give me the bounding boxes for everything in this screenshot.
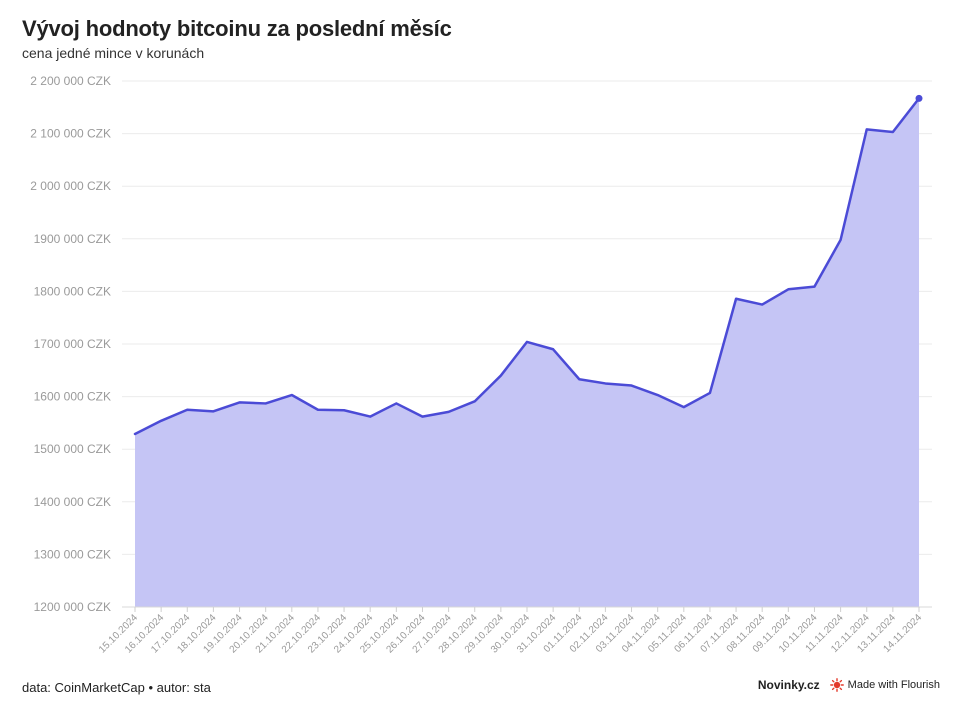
y-tick-label: 1600 000 CZK — [34, 390, 111, 404]
flourish-credit[interactable]: Made with Flourish — [829, 678, 940, 692]
series-area — [135, 98, 919, 607]
data-point — [839, 238, 843, 242]
y-tick-label: 1900 000 CZK — [34, 232, 111, 246]
footer-branding: Novinky.cz Made with Flourish — [758, 678, 940, 692]
x-axis-labels: 15.10.202416.10.202417.10.202418.10.2024… — [97, 607, 924, 656]
data-point — [551, 347, 555, 351]
data-point — [891, 130, 895, 134]
brand-logo[interactable]: Novinky.cz — [757, 678, 820, 692]
data-point — [368, 415, 372, 419]
data-point — [708, 391, 712, 395]
y-tick-label: 1800 000 CZK — [34, 284, 111, 298]
chart-title: Vývoj hodnoty bitcoinu za poslední měsíc — [22, 16, 452, 41]
data-point — [786, 287, 790, 291]
y-tick-label: 1300 000 CZK — [34, 547, 111, 561]
data-point — [473, 399, 477, 403]
y-tick-label: 1500 000 CZK — [34, 442, 111, 456]
data-point — [211, 409, 215, 413]
data-point — [290, 393, 294, 397]
data-point — [185, 408, 189, 412]
data-point — [316, 408, 320, 412]
data-point — [420, 415, 424, 419]
data-point — [499, 374, 503, 378]
data-point — [734, 297, 738, 301]
chart-subtitle: cena jedné mince v korunách — [22, 45, 205, 61]
data-point — [760, 303, 764, 307]
data-point — [394, 401, 398, 405]
data-points — [133, 94, 923, 436]
data-point — [342, 408, 346, 412]
data-point — [238, 400, 242, 404]
y-tick-label: 1400 000 CZK — [34, 495, 111, 509]
data-point — [656, 393, 660, 397]
data-point — [682, 405, 686, 409]
data-point — [159, 419, 163, 423]
data-point — [133, 432, 137, 436]
y-tick-label: 2 200 000 CZK — [30, 74, 111, 88]
data-point — [525, 340, 529, 344]
flourish-icon — [829, 678, 844, 692]
data-point — [577, 377, 581, 381]
data-point — [603, 381, 607, 385]
y-axis-labels: 2 200 000 CZK 2 100 000 CZK 2 000 000 CZK 1… — [30, 74, 111, 614]
last-data-point — [915, 94, 923, 102]
source-credit: data: CoinMarketCap • autor: sta — [22, 680, 211, 695]
y-tick-label: 2 000 000 CZK — [30, 179, 111, 193]
data-point — [865, 127, 869, 131]
data-point — [264, 401, 268, 405]
data-point — [630, 384, 634, 388]
data-point — [812, 285, 816, 289]
y-tick-label: 2 100 000 CZK — [30, 127, 111, 141]
y-tick-label: 1700 000 CZK — [34, 337, 111, 351]
y-tick-label: 1200 000 CZK — [34, 600, 111, 614]
flourish-label: Made with Flourish — [847, 679, 940, 691]
data-point — [447, 410, 451, 414]
series-line — [133, 97, 921, 436]
